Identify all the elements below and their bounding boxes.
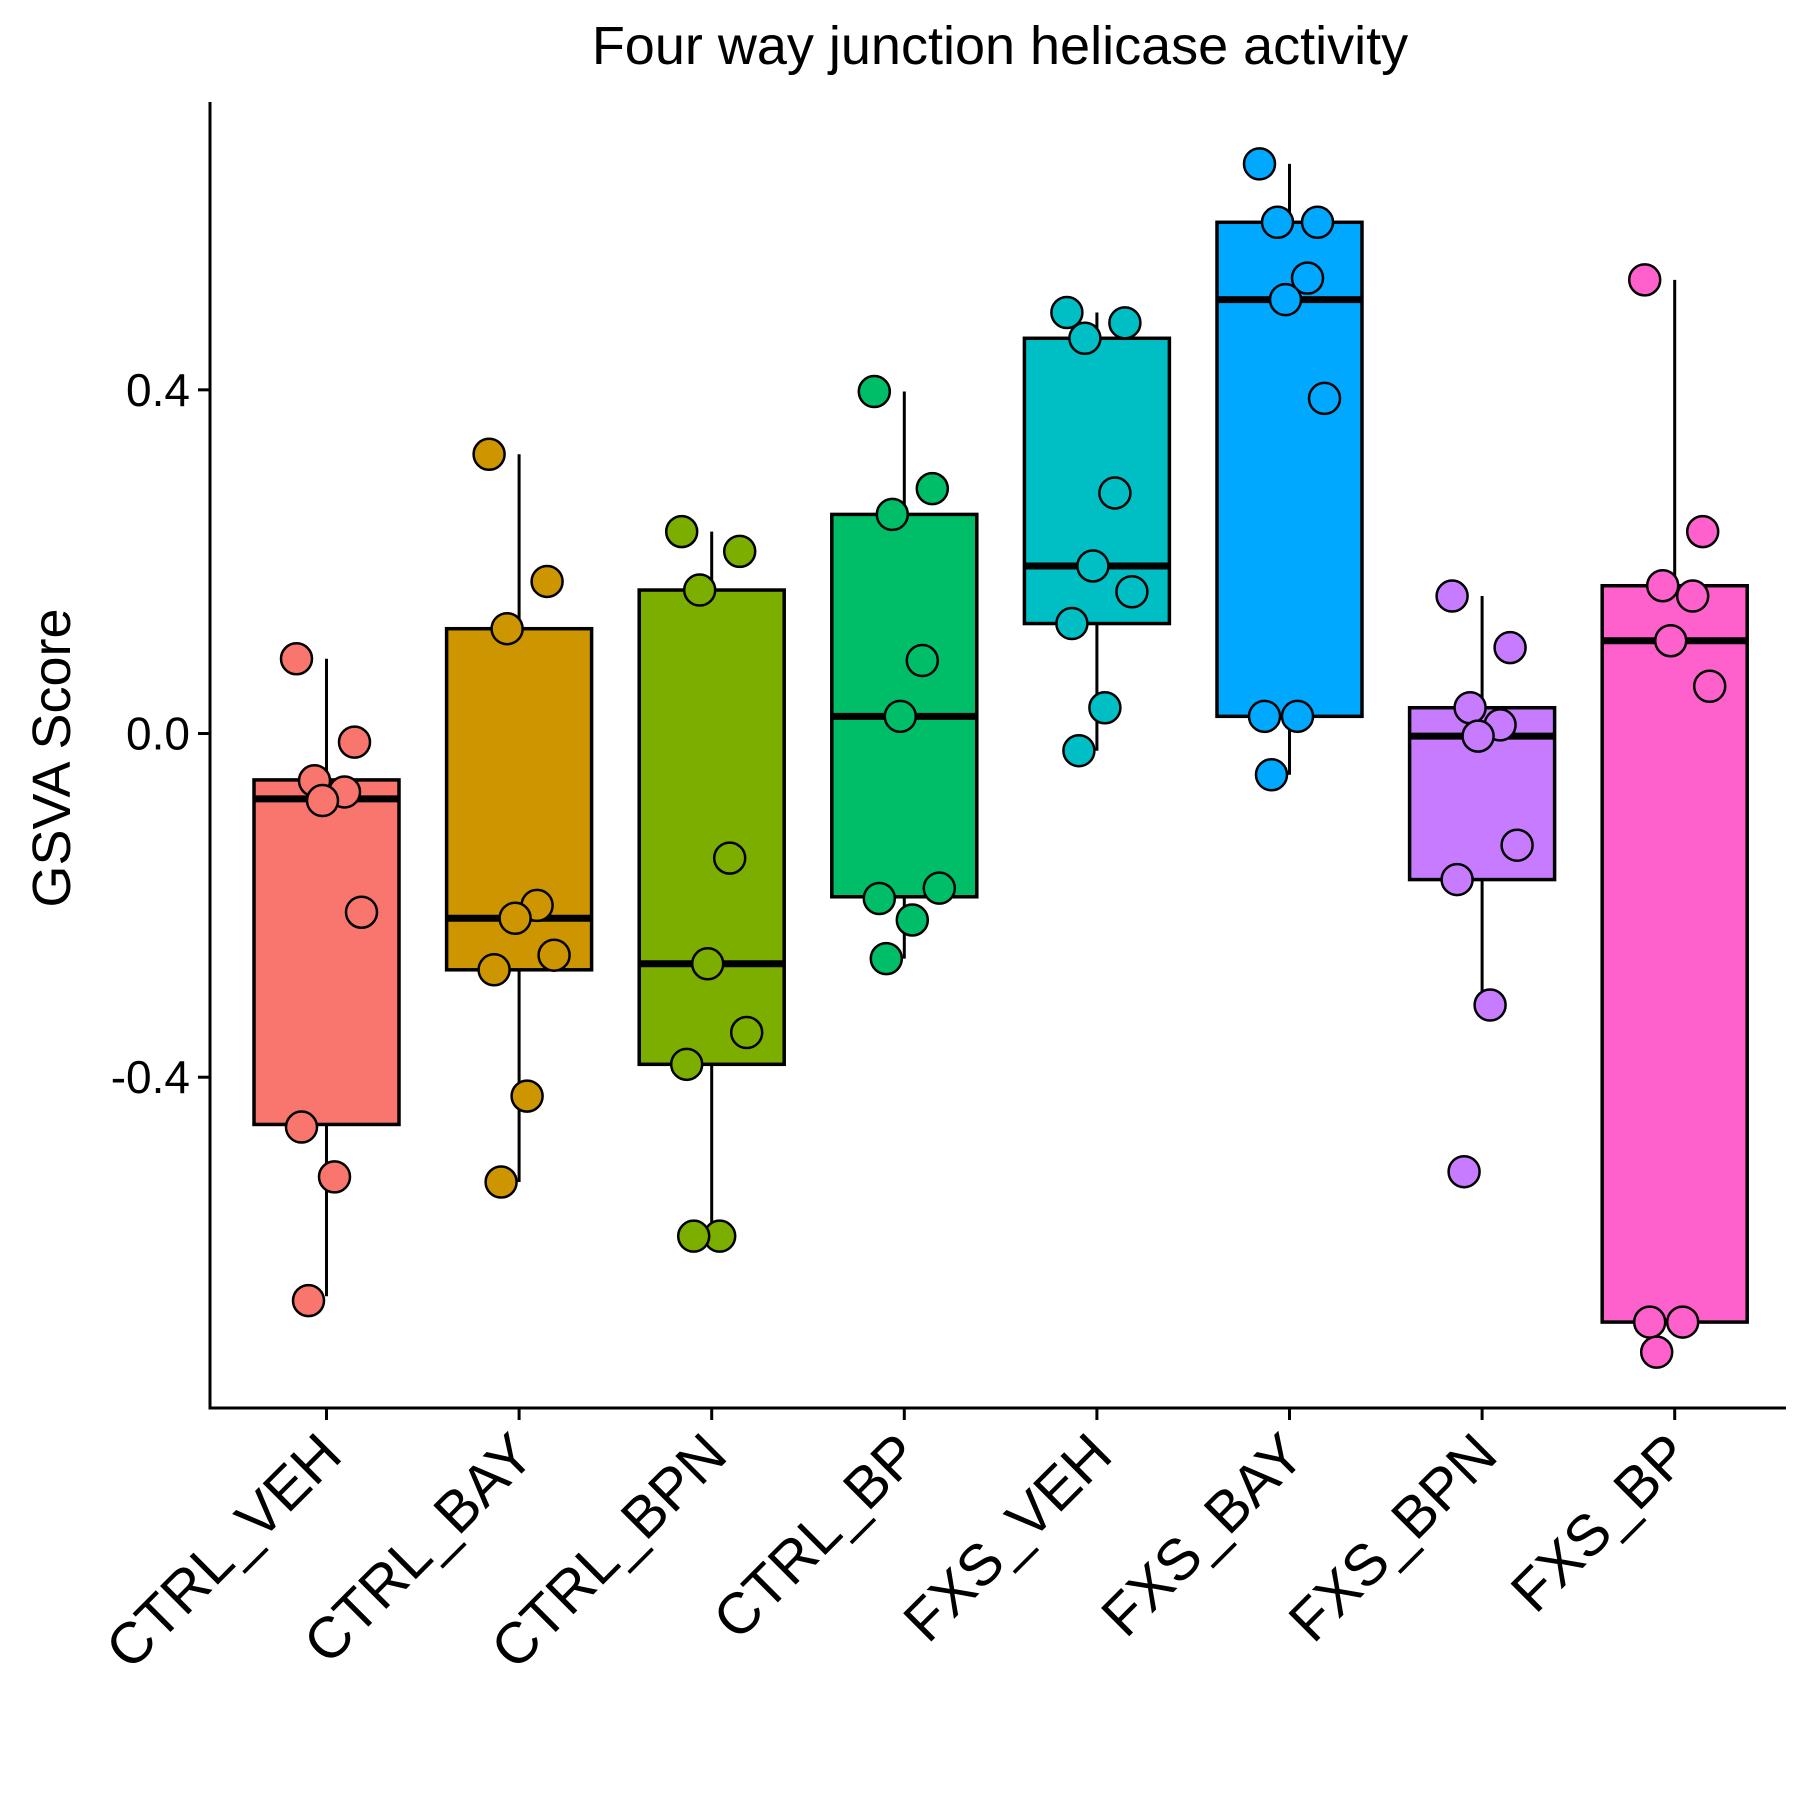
box-group-FXS_BP	[1600, 263, 1749, 1369]
data-point	[1665, 1305, 1700, 1339]
box-group-CTRL_BPN	[637, 514, 786, 1253]
data-point	[862, 881, 897, 916]
data-point	[722, 534, 757, 569]
data-point	[1627, 263, 1662, 297]
data-point	[1447, 1154, 1481, 1189]
x-tick-label: FXS_VEH	[891, 1421, 1124, 1654]
data-point	[537, 938, 571, 972]
data-point	[1088, 690, 1122, 725]
data-point	[1280, 699, 1315, 734]
data-point	[1692, 669, 1727, 704]
data-point	[690, 947, 725, 981]
data-point	[477, 953, 511, 987]
data-point	[1435, 579, 1469, 613]
data-point	[1290, 261, 1325, 295]
y-tick-label: -0.4	[111, 1051, 190, 1103]
data-point	[490, 611, 524, 646]
x-axis-ticks: CTRL_VEHCTRL_BAYCTRL_BPNCTRL_BPFXS_VEHFX…	[93, 1408, 1702, 1681]
data-point	[1068, 321, 1102, 356]
data-point	[305, 783, 340, 818]
box-group-FXS_BAY	[1215, 147, 1364, 792]
data-point	[1242, 147, 1277, 181]
data-point	[291, 1283, 326, 1318]
data-point	[1050, 295, 1084, 330]
data-point	[498, 901, 532, 935]
data-point	[510, 1079, 544, 1113]
data-point	[1653, 623, 1688, 658]
box-rect	[1600, 583, 1749, 1324]
data-point	[664, 514, 699, 549]
box-rect	[252, 778, 401, 1127]
data-point	[1639, 1335, 1674, 1369]
data-point	[317, 1160, 352, 1194]
x-tick-label: CTRL_BP	[701, 1421, 932, 1652]
data-point	[729, 1015, 764, 1050]
data-point	[1675, 579, 1710, 613]
data-point	[883, 699, 918, 734]
data-point	[857, 374, 892, 409]
x-tick-label: FXS_BPN	[1276, 1421, 1509, 1654]
box-group-CTRL_BP	[830, 374, 979, 976]
chart-title: Four way junction helicase activity	[592, 16, 1408, 76]
data-point	[472, 437, 506, 472]
plot-area	[252, 147, 1749, 1369]
data-point	[1260, 205, 1295, 240]
box-group-CTRL_BAY	[444, 437, 594, 1199]
data-point	[669, 1047, 704, 1082]
box-group-CTRL_VEH	[252, 642, 401, 1318]
data-point	[337, 725, 372, 759]
data-point	[1453, 690, 1487, 725]
data-point	[1268, 282, 1303, 317]
data-point	[344, 895, 379, 929]
data-point	[1062, 733, 1096, 768]
data-point	[1300, 205, 1335, 240]
data-point	[1247, 699, 1282, 734]
y-axis-ticks: 0.4 0.0 -0.4	[111, 364, 210, 1103]
data-point	[682, 573, 717, 607]
data-point	[895, 903, 930, 937]
data-point	[1500, 828, 1534, 862]
box-group-FXS_VEH	[1022, 295, 1172, 768]
data-point	[915, 471, 950, 506]
data-point	[279, 642, 314, 676]
data-point	[1685, 514, 1720, 549]
box-group-FXS_BPN	[1407, 579, 1557, 1189]
data-point	[875, 497, 910, 532]
data-point	[1108, 306, 1142, 340]
data-point	[905, 643, 940, 678]
y-tick-label: 0.4	[126, 364, 190, 416]
data-point	[676, 1219, 711, 1253]
data-point	[1473, 988, 1507, 1022]
data-point	[1645, 568, 1680, 603]
data-point	[530, 564, 564, 599]
data-point	[1493, 630, 1527, 665]
data-point	[869, 941, 904, 976]
data-point	[1254, 758, 1289, 792]
data-point	[1115, 575, 1149, 609]
data-point	[1307, 381, 1342, 416]
data-point	[1076, 549, 1110, 583]
data-point	[484, 1165, 518, 1199]
data-point	[284, 1110, 319, 1144]
data-point	[712, 841, 747, 875]
data-point	[1055, 606, 1089, 641]
y-axis-label: GSVA Score	[22, 608, 82, 907]
y-tick-label: 0.0	[126, 708, 190, 760]
data-point	[1632, 1305, 1667, 1339]
x-tick-label: FXS_BP	[1499, 1421, 1702, 1624]
data-point	[1461, 719, 1495, 753]
data-point	[1440, 862, 1474, 897]
data-point	[922, 871, 957, 905]
box-rect	[637, 588, 786, 1067]
data-point	[1098, 476, 1132, 510]
